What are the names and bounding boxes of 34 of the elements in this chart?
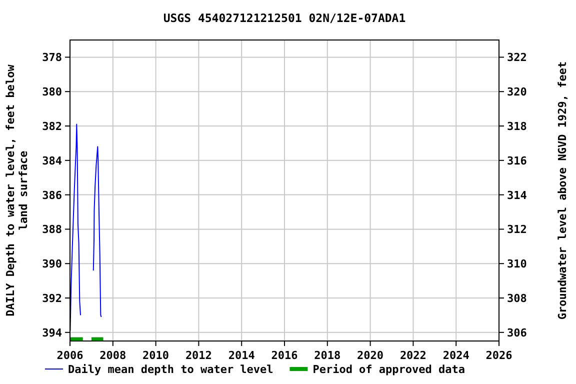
y2-tick-label: 318 [507,120,527,133]
legend-label: Period of approved data [312,363,466,376]
y2-tick-label: 308 [507,292,527,305]
y2-tick-label: 316 [507,154,528,168]
y-tick-label: 382 [42,120,62,133]
y-tick-label: 386 [42,188,62,202]
y-tick-label: 392 [42,292,62,305]
y2-tick-label: 320 [507,86,527,99]
x-tick-label: 2012 [185,349,212,362]
x-tick-label: 2024 [442,349,470,362]
x-tick-label: 2016 [271,349,298,362]
y-tick-label: 378 [42,51,62,64]
legend-label: Daily mean depth to water level [68,363,274,376]
y2-tick-label: 306 [507,326,528,340]
x-tick-label: 2026 [486,349,513,362]
y-tick-label: 390 [42,258,62,271]
y-tick-label: 388 [42,223,62,236]
x-tick-label: 2020 [357,349,384,362]
y2-tick-label: 314 [507,188,528,202]
x-tick-label: 2006 [56,349,84,362]
x-tick-label: 2008 [100,349,126,362]
x-tick-label: 2014 [228,349,256,362]
chart-title: USGS 454027121212501 02N/12E-07ADA1 [163,11,406,25]
y2-axis-title: Groundwater level above NGVD 1929, feet [556,61,569,320]
x-tick-label: 2022 [400,349,426,362]
y2-tick-label: 312 [507,223,527,236]
y-tick-label: 380 [42,86,62,99]
y2-tick-label: 322 [507,51,527,64]
y-tick-label: 384 [42,154,62,168]
x-tick-label: 2018 [314,349,341,362]
y2-tick-label: 310 [507,258,527,271]
y-axis-title: DAILY Depth to water level, feet below land surface [4,64,30,316]
x-tick-label: 2010 [142,349,170,362]
y-tick-label: 394 [42,326,62,340]
